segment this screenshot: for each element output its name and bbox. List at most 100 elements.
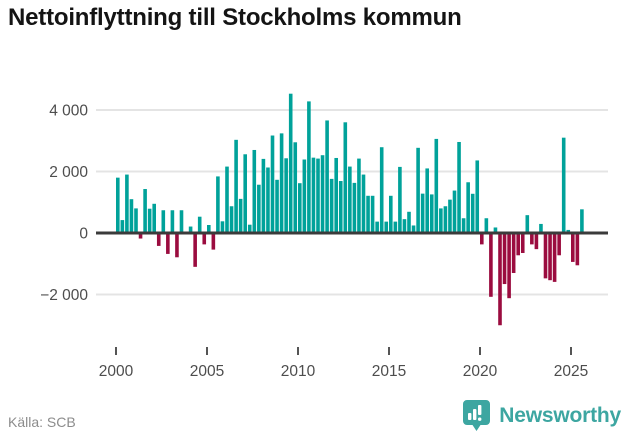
bar [229, 206, 234, 233]
bar [257, 184, 261, 233]
x-axis-label: 2000 [99, 363, 134, 380]
bar [302, 159, 307, 233]
bar [179, 210, 184, 233]
bar [566, 229, 571, 234]
bar [320, 155, 325, 233]
bar [352, 182, 357, 233]
bar [539, 223, 543, 233]
bar [325, 120, 329, 233]
bar [134, 208, 138, 233]
bar [307, 101, 311, 233]
x-axis-label: 2005 [190, 363, 224, 380]
bar [452, 190, 457, 233]
x-axis-label: 2015 [372, 363, 406, 380]
bar [525, 215, 530, 233]
bar [279, 133, 284, 233]
bar [175, 233, 179, 258]
bar [125, 174, 129, 233]
bar [552, 233, 557, 282]
bar [334, 157, 338, 233]
y-axis-label: 2 000 [49, 164, 88, 181]
newsworthy-logo-icon [462, 399, 491, 432]
bar [261, 158, 266, 233]
bar [448, 199, 452, 233]
bar [138, 233, 143, 239]
bar [443, 206, 448, 233]
bar [161, 210, 166, 233]
bar [129, 199, 134, 234]
bar [170, 210, 175, 233]
bar [429, 194, 434, 233]
bar [548, 233, 552, 281]
bar [484, 218, 489, 233]
x-axis-label: 2025 [554, 363, 588, 380]
bar [288, 93, 293, 233]
bar [561, 137, 566, 234]
bar [284, 158, 288, 233]
bar [275, 179, 279, 233]
bar [316, 158, 320, 233]
bar [511, 233, 516, 273]
bar [143, 189, 147, 233]
bar [152, 203, 156, 233]
bar [193, 233, 197, 267]
bar [270, 135, 275, 233]
bar [530, 233, 534, 245]
bar [434, 138, 439, 233]
bar [470, 193, 475, 233]
bar [311, 157, 316, 233]
bar [466, 182, 470, 233]
brand-lockup: Newsworthy [462, 399, 621, 432]
bar [188, 226, 193, 233]
bar [247, 224, 252, 233]
bar [116, 177, 120, 233]
bar [502, 233, 507, 285]
bar [489, 233, 493, 297]
bar [475, 160, 480, 233]
bar [234, 139, 238, 233]
bar [338, 181, 343, 233]
bar [216, 176, 220, 233]
bar [361, 174, 366, 233]
bar [197, 216, 202, 233]
bar [225, 166, 229, 233]
bar [580, 209, 584, 233]
bar [343, 122, 348, 233]
bar [411, 225, 416, 233]
bar [243, 154, 247, 233]
bar [147, 208, 152, 233]
bar [379, 147, 384, 233]
bar [370, 195, 375, 233]
chart-title: Nettoinflyttning till Stockholms kommun [8, 4, 462, 31]
bar [416, 147, 420, 233]
bar [407, 211, 411, 233]
bar [329, 178, 334, 233]
bar [439, 208, 443, 233]
bar [425, 168, 429, 234]
x-axis-label: 2020 [463, 363, 498, 380]
bar [120, 220, 125, 233]
bar [298, 183, 302, 233]
bar [207, 225, 211, 233]
y-axis-label: 4 000 [49, 103, 88, 120]
bar [220, 221, 225, 233]
bar [498, 233, 502, 326]
bar [420, 193, 425, 233]
bar [461, 218, 466, 233]
y-axis-label: 0 [79, 226, 88, 243]
bar [534, 233, 539, 250]
bar [516, 233, 520, 256]
bar [389, 195, 393, 233]
bar [293, 142, 298, 233]
bar [348, 166, 352, 233]
bar [398, 166, 402, 233]
bar [557, 233, 561, 256]
bar [375, 221, 379, 233]
bar [402, 219, 407, 233]
y-axis-label: −2 000 [40, 287, 88, 304]
bar [384, 221, 389, 233]
bar [266, 167, 270, 233]
bar [166, 233, 170, 254]
